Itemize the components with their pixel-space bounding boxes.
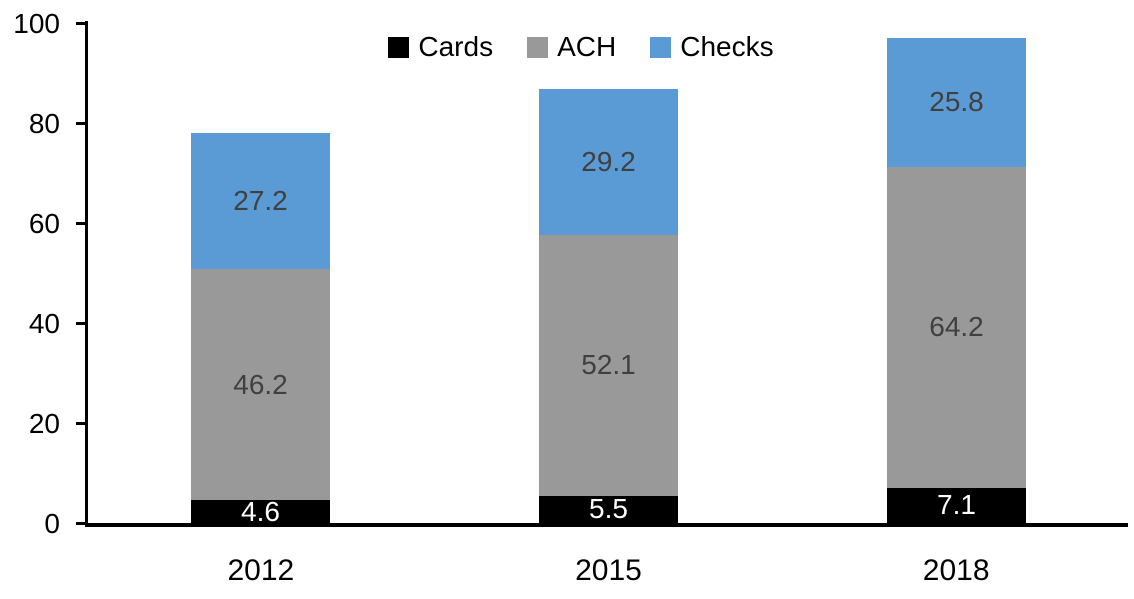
y-tick-80 [76,122,86,125]
legend-label-checks: Checks [680,31,774,62]
segment-ach-2018 [887,166,1026,488]
segment-label-checks-2015: 29.2 [581,146,636,177]
y-tick-100 [76,22,86,25]
segment-ach-2015 [539,235,678,496]
x-axis-line [85,523,1128,527]
segment-cards-2012 [191,500,330,523]
segment-label-cards-2018: 7.1 [937,489,976,521]
segment-cards-2015 [539,495,678,523]
y-axis-line [85,21,88,527]
segment-label-cards-2015: 5.5 [589,493,628,525]
legend-item-checks: Checks [650,31,774,62]
y-tick-label-40: 40 [28,308,60,339]
legend-label-ach: ACH [557,31,617,62]
segment-label-ach-2015: 52.1 [581,349,636,381]
y-tick-label-100: 100 [13,8,60,39]
legend-swatch-checks [650,36,672,58]
y-tick-60 [76,222,86,225]
segment-checks-2012 [191,133,330,269]
segment-label-ach-2018: 64.2 [929,311,984,342]
y-tick-label-20: 20 [28,408,60,439]
legend-label-cards: Cards [418,31,494,62]
legend-swatch-cards [388,36,410,58]
x-label-2012: 2012 [227,554,295,587]
segment-checks-2015 [539,89,678,235]
segment-cards-2018 [887,487,1026,523]
legend-item-ach: ACH [527,33,616,61]
legend-item-cards: Cards [388,33,493,61]
x-label-2018: 2018 [922,554,990,587]
segment-ach-2012 [191,269,330,500]
chart-legend: Cards ACH Checks [60,30,1102,64]
legend-swatch-ach [527,36,549,58]
y-tick-20 [76,422,86,425]
segment-label-checks-2018: 25.8 [929,86,984,117]
segment-checks-2018 [887,37,1026,167]
y-tick-0 [76,522,86,525]
y-tick-label-80: 80 [28,108,60,139]
segment-label-cards-2012: 4.6 [241,495,280,527]
segment-label-checks-2012: 27.2 [233,185,288,216]
y-tick-label-60: 60 [28,208,60,239]
y-tick-40 [76,322,86,325]
x-label-2015: 2015 [575,554,642,587]
segment-label-ach-2012: 46.2 [233,368,288,400]
y-tick-label-0: 0 [44,508,60,539]
